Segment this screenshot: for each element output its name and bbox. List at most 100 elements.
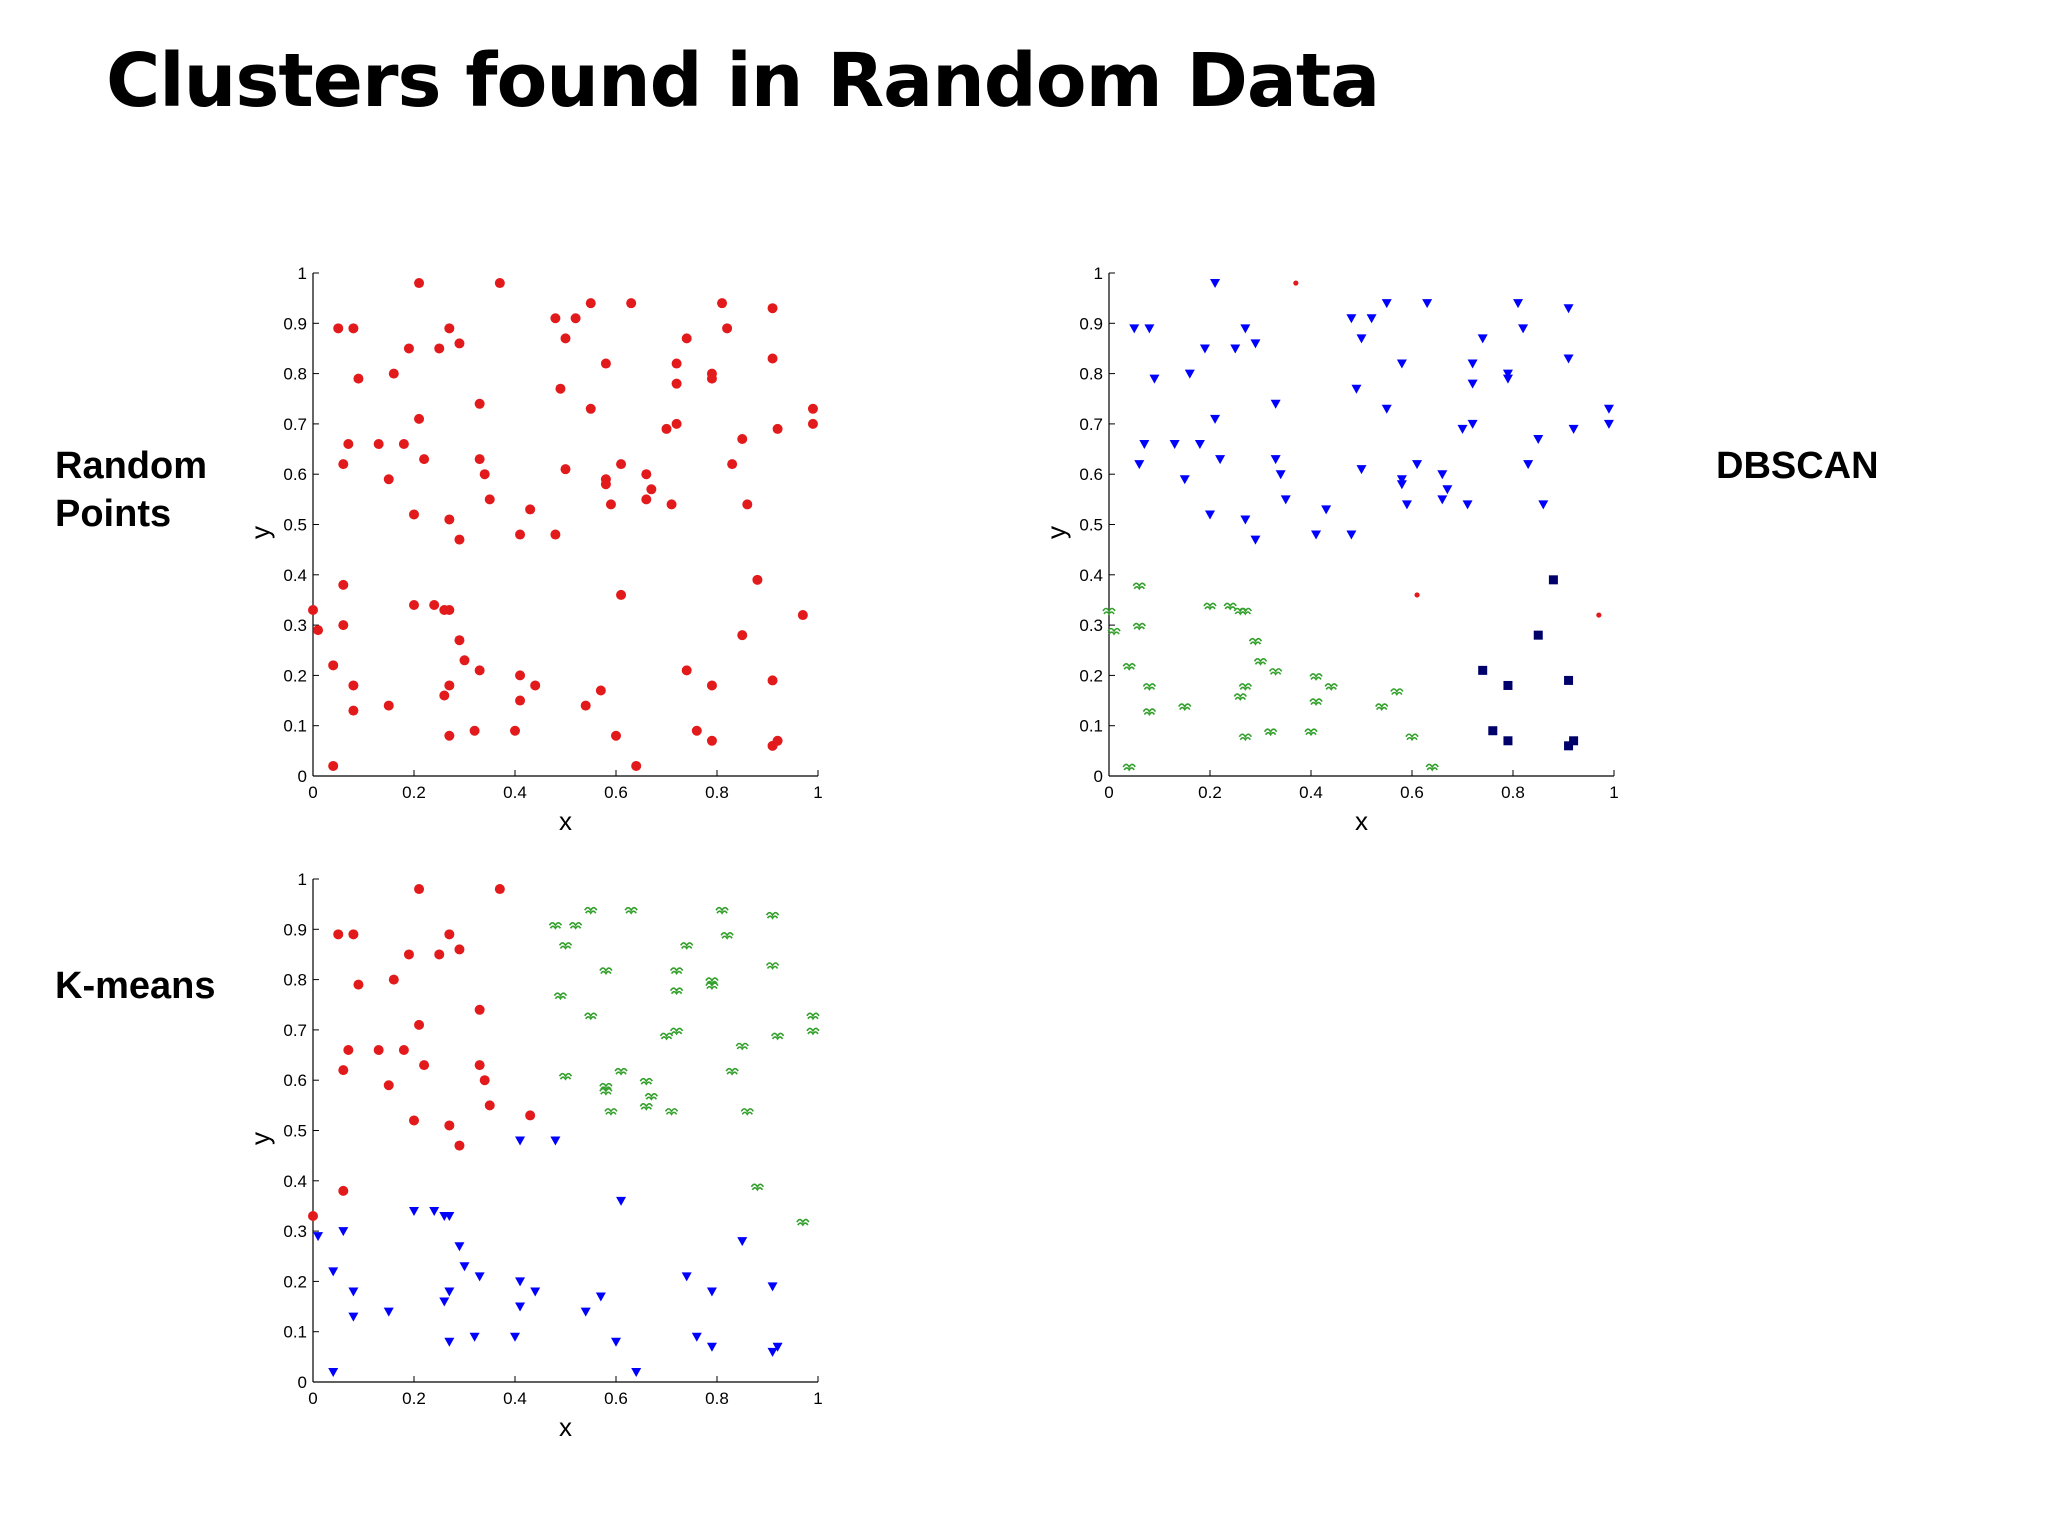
data-point (1502, 369, 1513, 379)
data-point (1309, 673, 1323, 681)
y-tick-label: 0.6 (283, 1071, 307, 1090)
data-point (444, 730, 455, 741)
data-point (767, 303, 778, 314)
data-point (454, 534, 465, 545)
data-point (313, 1232, 324, 1242)
data-point (691, 725, 702, 736)
data-point (767, 740, 778, 751)
data-point (383, 700, 394, 711)
data-point (383, 474, 394, 485)
data-point (772, 1342, 783, 1352)
x-tick-label: 0.4 (1299, 783, 1323, 802)
data-point (669, 967, 684, 976)
x-tick-label: 0.8 (1501, 783, 1525, 802)
data-point (1568, 424, 1579, 434)
data-point (454, 338, 465, 349)
data-point (1142, 708, 1157, 717)
data-point (669, 987, 684, 996)
data-point (530, 680, 541, 691)
data-point (765, 911, 780, 920)
data-point (616, 459, 627, 470)
y-tick-label: 1 (298, 870, 307, 889)
data-point (403, 343, 414, 354)
data-point (429, 599, 440, 610)
x-tick-label: 1 (813, 783, 822, 802)
y-tick-label: 0.4 (283, 566, 307, 585)
data-point (1569, 736, 1579, 746)
x-tick-label: 0 (308, 783, 317, 802)
data-point (669, 1027, 684, 1036)
data-point (383, 1080, 394, 1091)
data-point (1263, 728, 1278, 737)
data-point (1356, 334, 1367, 344)
data-point (1381, 299, 1392, 309)
data-point (1356, 465, 1367, 475)
data-point (1309, 698, 1323, 707)
data-point (1366, 314, 1377, 324)
data-point (1422, 299, 1433, 309)
data-point (403, 949, 414, 960)
data-point (706, 680, 717, 691)
data-point (631, 760, 642, 771)
data-point (409, 1115, 419, 1126)
data-point (348, 1287, 359, 1297)
data-point (454, 944, 465, 955)
data-point (595, 1292, 606, 1302)
scatter-plot-kmeans: 0 0.1 0.2 0.3 0.4 0.5 0.6 0.7 0.8 0.9 1 0 0.2 0.4 0.6 0… (245, 870, 823, 1442)
x-tick-label: 0.8 (705, 1389, 729, 1408)
data-point (1107, 627, 1121, 636)
data-point (1442, 485, 1453, 495)
data-point (530, 1287, 541, 1297)
data-point (725, 1067, 739, 1076)
data-point (343, 1045, 354, 1056)
y-tick-label: 0.1 (283, 1323, 307, 1342)
data-point (737, 1237, 748, 1247)
data-point (1210, 279, 1221, 289)
x-tick-label: 0 (1104, 783, 1113, 802)
data-point (459, 1262, 470, 1272)
data-point (752, 574, 763, 585)
data-point (515, 1136, 526, 1146)
y-axis-title: y (1041, 526, 1071, 539)
data-point (515, 1302, 526, 1312)
data-point (388, 974, 399, 985)
data-point (580, 1307, 591, 1317)
y-tick-label: 0.4 (283, 1172, 307, 1191)
data-point (720, 932, 734, 940)
axes: 0 0.1 0.2 0.3 0.4 0.5 0.6 0.7 0.8 0.9 1 0 0.2 0.4 0.6 0… (245, 264, 823, 836)
data-point (806, 1012, 820, 1021)
data-point (333, 323, 344, 334)
y-tick-label: 0.6 (283, 465, 307, 484)
data-point (706, 735, 717, 746)
data-point (1351, 384, 1362, 394)
data-point (1293, 280, 1299, 286)
data-point (767, 353, 778, 364)
data-point (616, 1196, 627, 1206)
data-point (1250, 339, 1261, 349)
data-point (474, 454, 485, 465)
series-small-dot (1293, 280, 1602, 618)
x-tick-label: 0.4 (503, 783, 527, 802)
data-point (671, 358, 682, 369)
data-point (661, 423, 672, 434)
data-point (611, 1337, 621, 1347)
data-point (419, 454, 430, 465)
data-point (469, 725, 480, 736)
y-tick-label: 0.2 (283, 666, 307, 685)
data-point (681, 333, 692, 344)
data-point (1275, 470, 1286, 480)
data-point (666, 499, 677, 510)
y-axis-title: y (245, 1132, 275, 1145)
data-point (715, 906, 729, 915)
axes: 0 0.1 0.2 0.3 0.4 0.5 0.6 0.7 0.8 0.9 1 0 0.2 0.4 0.6 0… (1041, 264, 1619, 836)
data-point (348, 929, 359, 940)
data-point (479, 1075, 490, 1086)
data-point (328, 760, 339, 771)
data-point (1437, 495, 1448, 505)
data-point (444, 323, 455, 334)
data-point (338, 1227, 349, 1237)
data-point (1538, 500, 1549, 510)
data-point (484, 1100, 495, 1111)
data-point (1203, 602, 1217, 611)
data-point (1564, 675, 1574, 685)
